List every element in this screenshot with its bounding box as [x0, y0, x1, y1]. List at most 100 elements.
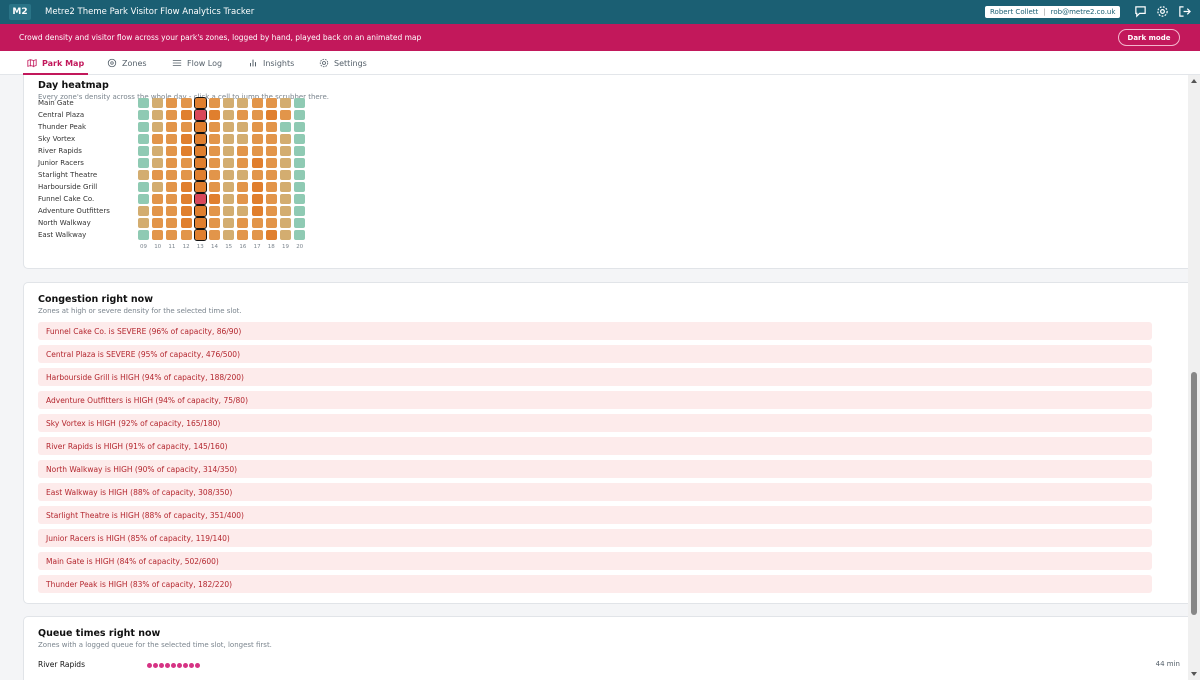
heatmap-cell[interactable]	[209, 98, 220, 108]
heatmap-cell[interactable]	[280, 158, 291, 168]
heatmap-cell[interactable]	[223, 194, 235, 204]
scroll-up-arrow[interactable]	[1191, 79, 1197, 83]
heatmap-cell[interactable]	[209, 146, 220, 156]
heatmap-cell[interactable]	[265, 230, 277, 240]
heatmap-cell[interactable]	[294, 110, 306, 120]
heatmap-cell[interactable]	[180, 170, 192, 180]
heatmap-cell[interactable]	[152, 230, 164, 240]
heatmap-cell[interactable]	[280, 98, 291, 108]
heatmap-cell[interactable]	[138, 134, 149, 144]
heatmap-cell[interactable]	[166, 194, 178, 204]
heatmap-cell[interactable]	[180, 158, 192, 168]
heatmap-cell[interactable]	[194, 121, 207, 133]
heatmap-cell[interactable]	[180, 122, 192, 132]
heatmap-cell[interactable]	[152, 158, 164, 168]
tab-settings[interactable]: Settings	[319, 51, 367, 75]
heatmap-cell[interactable]	[138, 194, 149, 204]
heatmap-cell[interactable]	[251, 158, 263, 168]
heatmap-cell[interactable]	[237, 194, 249, 204]
heatmap-cell[interactable]	[166, 98, 178, 108]
heatmap-cell[interactable]	[209, 194, 220, 204]
heatmap-cell[interactable]	[209, 182, 220, 192]
heatmap-cell[interactable]	[194, 229, 207, 241]
heatmap-cell[interactable]	[180, 182, 192, 192]
heatmap-cell[interactable]	[294, 206, 306, 216]
heatmap-cell[interactable]	[180, 146, 192, 156]
heatmap-cell[interactable]	[265, 146, 277, 156]
heatmap-cell[interactable]	[280, 194, 291, 204]
heatmap-cell[interactable]	[237, 206, 249, 216]
heatmap-cell[interactable]	[280, 134, 291, 144]
heatmap-cell[interactable]	[251, 194, 263, 204]
heatmap-cell[interactable]	[251, 146, 263, 156]
heatmap-cell[interactable]	[280, 230, 291, 240]
heatmap-cell[interactable]	[280, 182, 291, 192]
heatmap-cell[interactable]	[265, 218, 277, 228]
heatmap-cell[interactable]	[166, 158, 178, 168]
heatmap-cell[interactable]	[294, 194, 306, 204]
heatmap-cell[interactable]	[152, 122, 164, 132]
heatmap-cell[interactable]	[166, 230, 178, 240]
heatmap-cell[interactable]	[237, 110, 249, 120]
heatmap-cell[interactable]	[138, 122, 149, 132]
heatmap-cell[interactable]	[209, 230, 220, 240]
heatmap-cell[interactable]	[209, 134, 220, 144]
heatmap-cell[interactable]	[280, 218, 291, 228]
heatmap-cell[interactable]	[194, 181, 207, 193]
heatmap-cell[interactable]	[251, 110, 263, 120]
heatmap-cell[interactable]	[180, 134, 192, 144]
heatmap-cell[interactable]	[166, 182, 178, 192]
heatmap-cell[interactable]	[294, 146, 306, 156]
heatmap-cell[interactable]	[223, 206, 235, 216]
scroll-thumb[interactable]	[1191, 372, 1197, 615]
heatmap-cell[interactable]	[194, 97, 207, 109]
heatmap-cell[interactable]	[280, 170, 291, 180]
heatmap-cell[interactable]	[194, 205, 207, 217]
heatmap-cell[interactable]	[223, 122, 235, 132]
heatmap-cell[interactable]	[265, 170, 277, 180]
logout-icon[interactable]	[1178, 5, 1191, 18]
heatmap-cell[interactable]	[152, 170, 164, 180]
heatmap-cell[interactable]	[152, 134, 164, 144]
heatmap-cell[interactable]	[138, 230, 149, 240]
heatmap-cell[interactable]	[138, 182, 149, 192]
heatmap-cell[interactable]	[138, 170, 149, 180]
heatmap-cell[interactable]	[265, 98, 277, 108]
heatmap-cell[interactable]	[194, 133, 207, 145]
heatmap-cell[interactable]	[237, 146, 249, 156]
heatmap-cell[interactable]	[223, 170, 235, 180]
heatmap-cell[interactable]	[209, 218, 220, 228]
heatmap-cell[interactable]	[223, 146, 235, 156]
heatmap-cell[interactable]	[138, 158, 149, 168]
heatmap-cell[interactable]	[209, 206, 220, 216]
heatmap-cell[interactable]	[166, 206, 178, 216]
heatmap-cell[interactable]	[223, 158, 235, 168]
heatmap-cell[interactable]	[152, 194, 164, 204]
heatmap-cell[interactable]	[237, 158, 249, 168]
heatmap-cell[interactable]	[251, 98, 263, 108]
heatmap-cell[interactable]	[265, 110, 277, 120]
heatmap-cell[interactable]	[223, 218, 235, 228]
heatmap-cell[interactable]	[280, 146, 291, 156]
heatmap-cell[interactable]	[294, 158, 306, 168]
heatmap-cell[interactable]	[209, 158, 220, 168]
heatmap-cell[interactable]	[166, 122, 178, 132]
heatmap-cell[interactable]	[209, 110, 220, 120]
heatmap-cell[interactable]	[194, 145, 207, 157]
heatmap-cell[interactable]	[152, 98, 164, 108]
heatmap-cell[interactable]	[237, 218, 249, 228]
heatmap-cell[interactable]	[180, 98, 192, 108]
heatmap-cell[interactable]	[194, 157, 207, 169]
heatmap-cell[interactable]	[265, 134, 277, 144]
heatmap-cell[interactable]	[237, 230, 249, 240]
dark-mode-button[interactable]: Dark mode	[1118, 29, 1180, 46]
heatmap-cell[interactable]	[180, 194, 192, 204]
heatmap-cell[interactable]	[251, 122, 263, 132]
heatmap-cell[interactable]	[223, 182, 235, 192]
heatmap-cell[interactable]	[180, 230, 192, 240]
heatmap-cell[interactable]	[237, 170, 249, 180]
heatmap-cell[interactable]	[237, 134, 249, 144]
heatmap-cell[interactable]	[138, 110, 149, 120]
heatmap-cell[interactable]	[223, 110, 235, 120]
heatmap-cell[interactable]	[294, 122, 306, 132]
